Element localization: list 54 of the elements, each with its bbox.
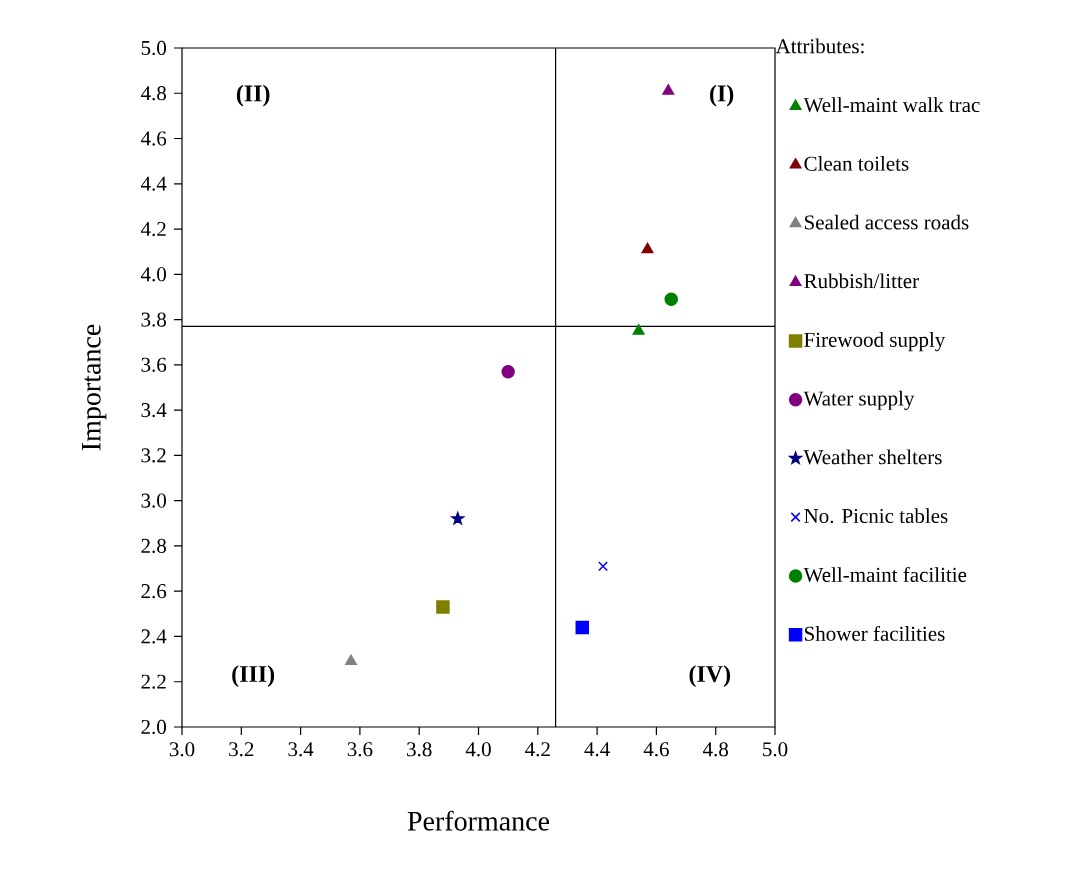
- point: [632, 324, 645, 335]
- y-tick-label: 3.4: [141, 403, 167, 418]
- annotation: (II): [236, 84, 270, 107]
- y-tick-label: 2.4: [141, 629, 167, 644]
- y-axis-title: Importance: [82, 324, 107, 451]
- y-tick-label: 2.2: [141, 674, 166, 689]
- legend-label: Well-maint facilitie: [803, 566, 967, 583]
- x-tick-label: 3.0: [169, 742, 195, 757]
- legend-label: Weather shelters: [803, 449, 942, 465]
- legend-label: Sealed access roads: [804, 214, 969, 230]
- x-tick-label: 4.6: [643, 742, 669, 757]
- x-tick-label: 3.6: [347, 742, 373, 757]
- point: [575, 620, 590, 635]
- y-tick-label: 2.6: [141, 584, 167, 599]
- x-tick-label: 3.2: [229, 742, 254, 757]
- annotation: (III): [232, 665, 275, 687]
- legend-label: No. Picnic tables: [804, 508, 948, 524]
- annotation: (I): [710, 84, 734, 107]
- y-tick-label: 3.8: [141, 312, 166, 327]
- y-tick-label: 3.2: [141, 448, 166, 463]
- point: [436, 600, 450, 614]
- point: [451, 512, 465, 525]
- legend-label: Clean toilets: [804, 156, 909, 171]
- y-tick-label: 2.8: [141, 538, 166, 554]
- x-tick-label: 4.8: [702, 742, 729, 757]
- legend-label: Water supply: [803, 390, 915, 410]
- y-tick-label: 3.0: [141, 493, 166, 508]
- point: [641, 242, 654, 254]
- y-tick-label: 4.6: [140, 131, 167, 146]
- x-tick-label: 3.8: [407, 742, 432, 757]
- x-tick-label: 5.0: [763, 742, 788, 757]
- point: [345, 654, 357, 666]
- legend-title: Attributes:: [775, 38, 864, 54]
- point: [664, 292, 678, 306]
- y-tick-label: 4.2: [140, 221, 166, 237]
- y-tick-label: 5.0: [141, 40, 166, 56]
- y-tick-label: 4.0: [140, 267, 166, 282]
- y-tick-label: 3.6: [141, 357, 167, 372]
- x-axis-title: Performance: [407, 810, 550, 831]
- point: [662, 84, 675, 95]
- point: [501, 364, 515, 379]
- x-tick-label: 4.4: [584, 742, 610, 757]
- x-tick-label: 4.0: [465, 742, 491, 757]
- x-tick-label: 4.2: [525, 742, 550, 757]
- x-tick-label: 3.4: [288, 742, 314, 757]
- y-tick-label: 4.4: [140, 176, 167, 191]
- point: [598, 561, 609, 572]
- annotation: (IV): [689, 665, 731, 687]
- legend-label: Rubbish/litter: [804, 273, 919, 289]
- legend-label: Shower facilities: [804, 625, 945, 641]
- y-tick-label: 2.0: [141, 719, 166, 735]
- y-tick-label: 4.8: [140, 86, 166, 101]
- legend-label: Firewood supply: [804, 332, 946, 352]
- legend-label: Well-maint walk trac: [803, 97, 980, 113]
